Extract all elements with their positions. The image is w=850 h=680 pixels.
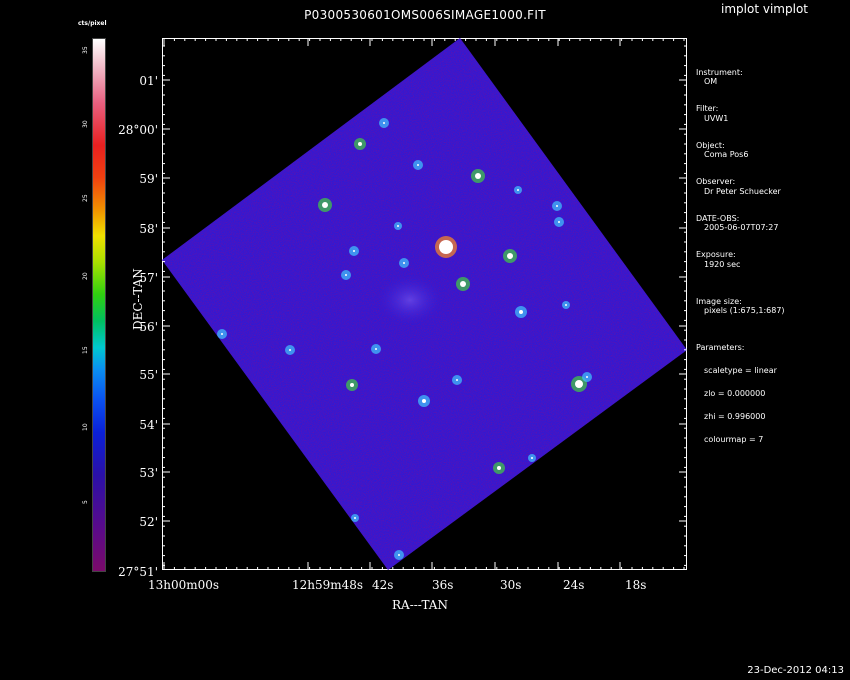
star-core bbox=[475, 173, 481, 179]
x-tick-label: 13h00m00s bbox=[148, 578, 220, 592]
colorbar-tick-label: 35 bbox=[82, 46, 89, 54]
filter-label: Filter: bbox=[696, 104, 719, 113]
size-label: Image size: bbox=[696, 296, 742, 306]
star-core bbox=[497, 466, 501, 470]
x-tick-label: 18s bbox=[625, 578, 647, 592]
colorbar-tick-label: 25 bbox=[82, 194, 89, 202]
observer-value: Dr Peter Schuecker bbox=[704, 186, 781, 196]
star-core bbox=[517, 189, 519, 191]
star-core bbox=[403, 262, 405, 264]
colorbar-tick-label: 30 bbox=[82, 120, 89, 128]
star-core bbox=[565, 304, 567, 306]
diffuse-galaxy bbox=[376, 274, 444, 326]
star-core bbox=[556, 205, 558, 207]
image-title: P0300530601OMS006SIMAGE1000.FIT bbox=[304, 8, 546, 22]
star-core bbox=[354, 517, 356, 519]
star-core bbox=[558, 221, 560, 223]
colourmap-value: colourmap = 7 bbox=[704, 435, 764, 444]
exposure-value: 1920 sec bbox=[704, 259, 741, 269]
star-core bbox=[422, 399, 426, 403]
scaletype-value: scaletype = linear bbox=[704, 366, 777, 375]
date-value: 2005-06-07T07:27 bbox=[704, 223, 779, 232]
timestamp: 23-Dec-2012 04:13 bbox=[747, 665, 844, 676]
y-tick-label: 53' bbox=[139, 466, 158, 480]
colorbar-tick-label: 20 bbox=[82, 272, 89, 280]
x-tick-label: 36s bbox=[432, 578, 454, 592]
x-tick-label: 42s bbox=[372, 578, 394, 592]
x-tick-label: 30s bbox=[500, 578, 522, 592]
star-core bbox=[586, 376, 588, 378]
object-value: Coma Pos6 bbox=[704, 150, 749, 159]
star-core bbox=[289, 349, 291, 351]
y-tick-label: 59' bbox=[139, 172, 158, 186]
star-core bbox=[353, 250, 355, 252]
colorbar-title: cts/pixel bbox=[78, 20, 107, 27]
star-core bbox=[322, 202, 328, 208]
star-core bbox=[439, 240, 453, 254]
star-core bbox=[383, 122, 385, 124]
star-core bbox=[345, 274, 347, 276]
star-core bbox=[417, 164, 419, 166]
x-tick-label: 12h59m48s bbox=[292, 578, 364, 592]
y-tick-label: 54' bbox=[139, 418, 158, 432]
size-value: pixels (1:675,1:687) bbox=[704, 306, 785, 315]
star-core bbox=[397, 225, 399, 227]
star-core bbox=[358, 142, 362, 146]
date-label: DATE-OBS: bbox=[696, 213, 740, 223]
zhi-value: zhi = 0.996000 bbox=[704, 412, 766, 421]
star-core bbox=[460, 281, 466, 287]
instrument-value: OM bbox=[704, 77, 718, 86]
star-field bbox=[217, 118, 592, 560]
y-tick-label: 56' bbox=[139, 320, 158, 334]
info-panel: Instrument: OM Filter: UVW1 Object: Coma Po… bbox=[696, 58, 785, 454]
y-tick-label: 28°00' bbox=[118, 123, 158, 137]
instrument-label: Instrument: bbox=[696, 67, 743, 77]
program-name: implot vimplot bbox=[721, 2, 808, 16]
colorbar bbox=[92, 38, 106, 572]
observer-label: Observer: bbox=[696, 177, 736, 186]
colorbar-tick-label: 15 bbox=[82, 346, 89, 354]
exposure-label: Exposure: bbox=[696, 250, 736, 259]
star-core bbox=[507, 253, 513, 259]
filter-value: UVW1 bbox=[704, 113, 729, 123]
star-core bbox=[375, 348, 377, 350]
x-tick-label: 24s bbox=[563, 578, 585, 592]
y-tick-label: 27°51' bbox=[118, 565, 158, 579]
star-core bbox=[575, 380, 583, 388]
star-core bbox=[531, 457, 533, 459]
zlo-value: zlo = 0.000000 bbox=[704, 389, 766, 398]
object-label: Object: bbox=[696, 140, 725, 150]
colorbar-tick-label: 10 bbox=[82, 423, 89, 431]
star-core bbox=[519, 310, 523, 314]
y-tick-label: 58' bbox=[139, 222, 158, 236]
y-tick-label: 52' bbox=[139, 515, 158, 529]
sky-image bbox=[162, 38, 687, 570]
star-core bbox=[456, 379, 458, 381]
x-axis-label: RA---TAN bbox=[392, 598, 448, 612]
star-core bbox=[350, 383, 354, 387]
y-tick-label: 57' bbox=[139, 271, 158, 285]
colorbar-tick-label: 5 bbox=[82, 500, 89, 504]
y-tick-label: 01' bbox=[139, 74, 158, 88]
axis-ticks bbox=[162, 38, 687, 570]
y-tick-label: 55' bbox=[139, 368, 158, 382]
star-core bbox=[221, 333, 223, 335]
star-core bbox=[398, 554, 400, 556]
params-label: Parameters: bbox=[696, 343, 745, 352]
